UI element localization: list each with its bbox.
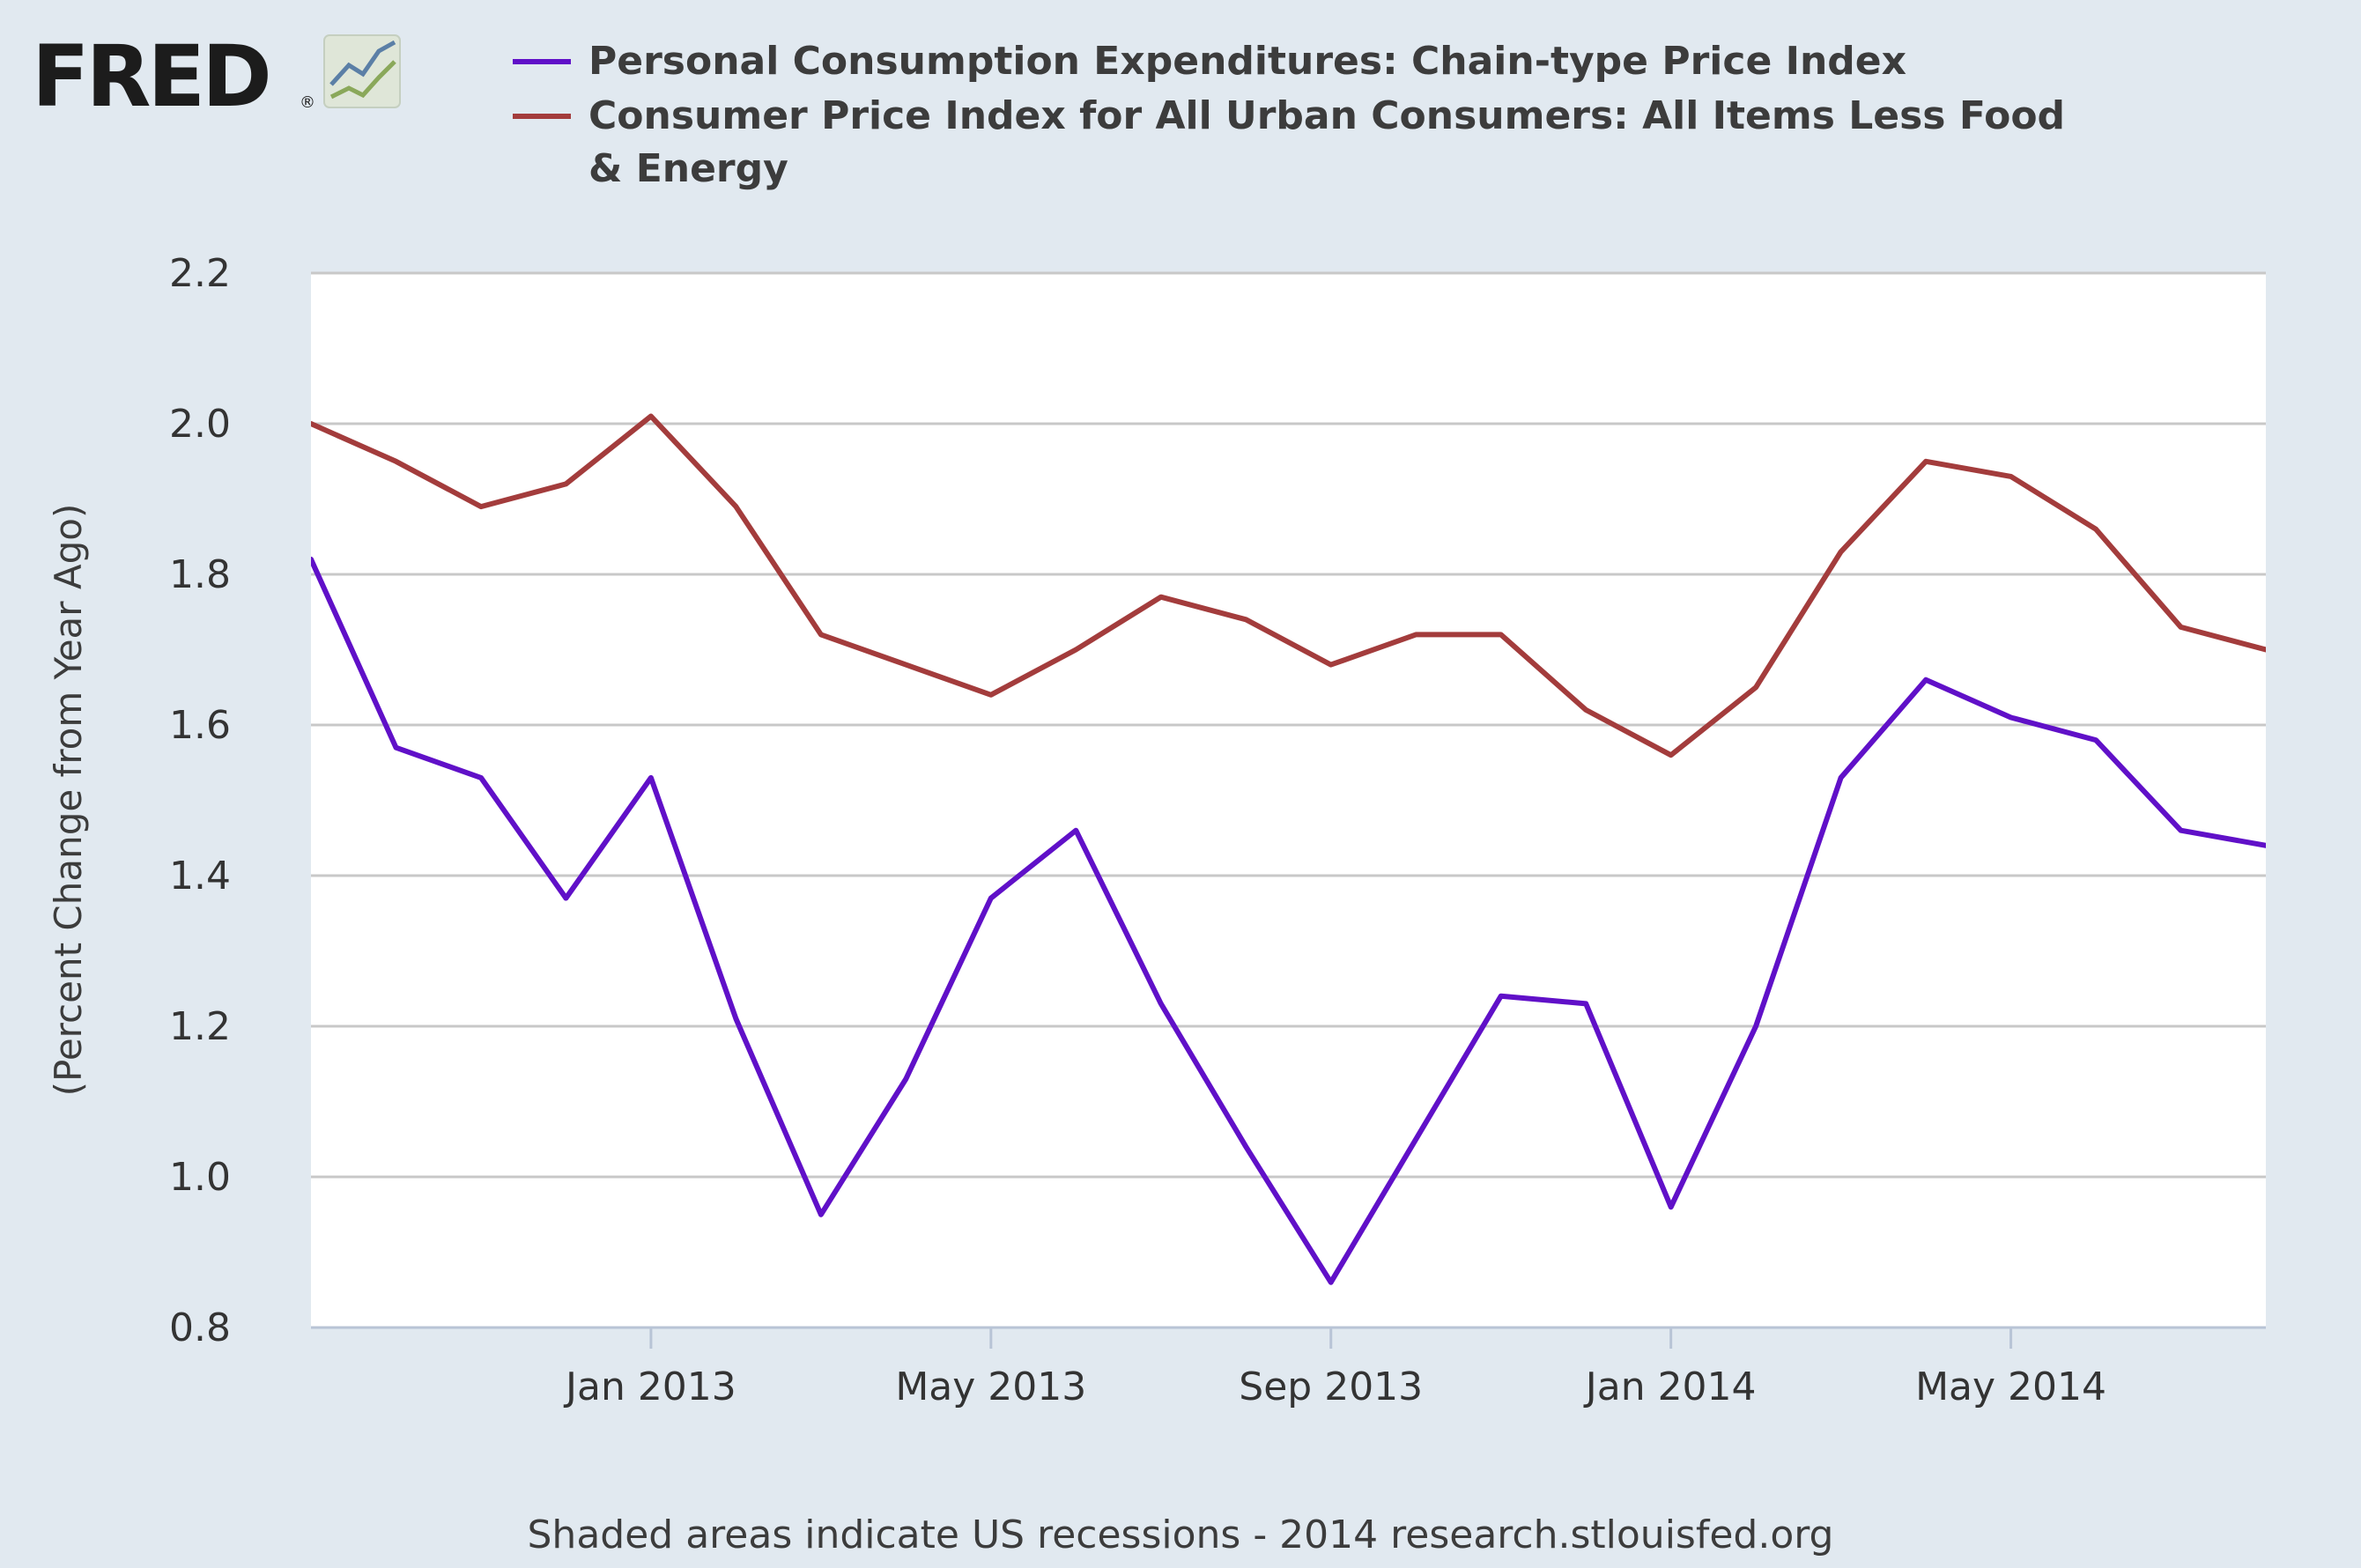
y-tick-label: 0.8 [169, 1305, 231, 1350]
series-line-0 [311, 556, 2266, 1285]
footer-note: Shaded areas indicate US recessions - 20… [528, 1513, 1834, 1557]
y-axis-ticks: 0.8 1.0 1.2 1.4 1.6 1.8 2.0 2.2 [169, 251, 231, 1350]
y-tick-label: 2.0 [169, 402, 231, 447]
y-tick-label: 1.4 [169, 854, 231, 899]
y-tick-label: 2.2 [169, 251, 231, 296]
legend-label-0: Personal Consumption Expenditures: Chain… [588, 39, 1906, 84]
series-line-1 [311, 413, 2266, 758]
logo-text: FRED [32, 27, 269, 126]
legend: Personal Consumption Expenditures: Chain… [513, 39, 2065, 191]
fred-logo: FRED ® [32, 27, 401, 126]
series-group [311, 413, 2266, 1285]
y-tick-label: 1.8 [169, 552, 231, 597]
logo-graph-icon [323, 34, 401, 108]
y-axis-title: (Percent Change from Year Ago) [47, 504, 90, 1097]
y-tick-label: 1.0 [169, 1155, 231, 1200]
x-axis: Jan 2013 May 2013 Sep 2013 Jan 2014 May 2014 [311, 1326, 2266, 1409]
x-tick-label: Jan 2013 [563, 1365, 736, 1409]
logo-registered-mark: ® [300, 93, 315, 112]
legend-label-1: & Energy [588, 146, 788, 191]
x-tick-label: Sep 2013 [1239, 1365, 1423, 1409]
legend-label-1: Consumer Price Index for All Urban Consu… [588, 93, 2065, 138]
x-tick-label: May 2014 [1915, 1365, 2106, 1409]
x-tick-label: May 2013 [895, 1365, 1086, 1409]
x-tick-label: Jan 2014 [1583, 1365, 1757, 1409]
y-tick-label: 1.6 [169, 703, 231, 748]
y-tick-label: 1.2 [169, 1004, 231, 1049]
plot-area [311, 273, 2266, 1328]
